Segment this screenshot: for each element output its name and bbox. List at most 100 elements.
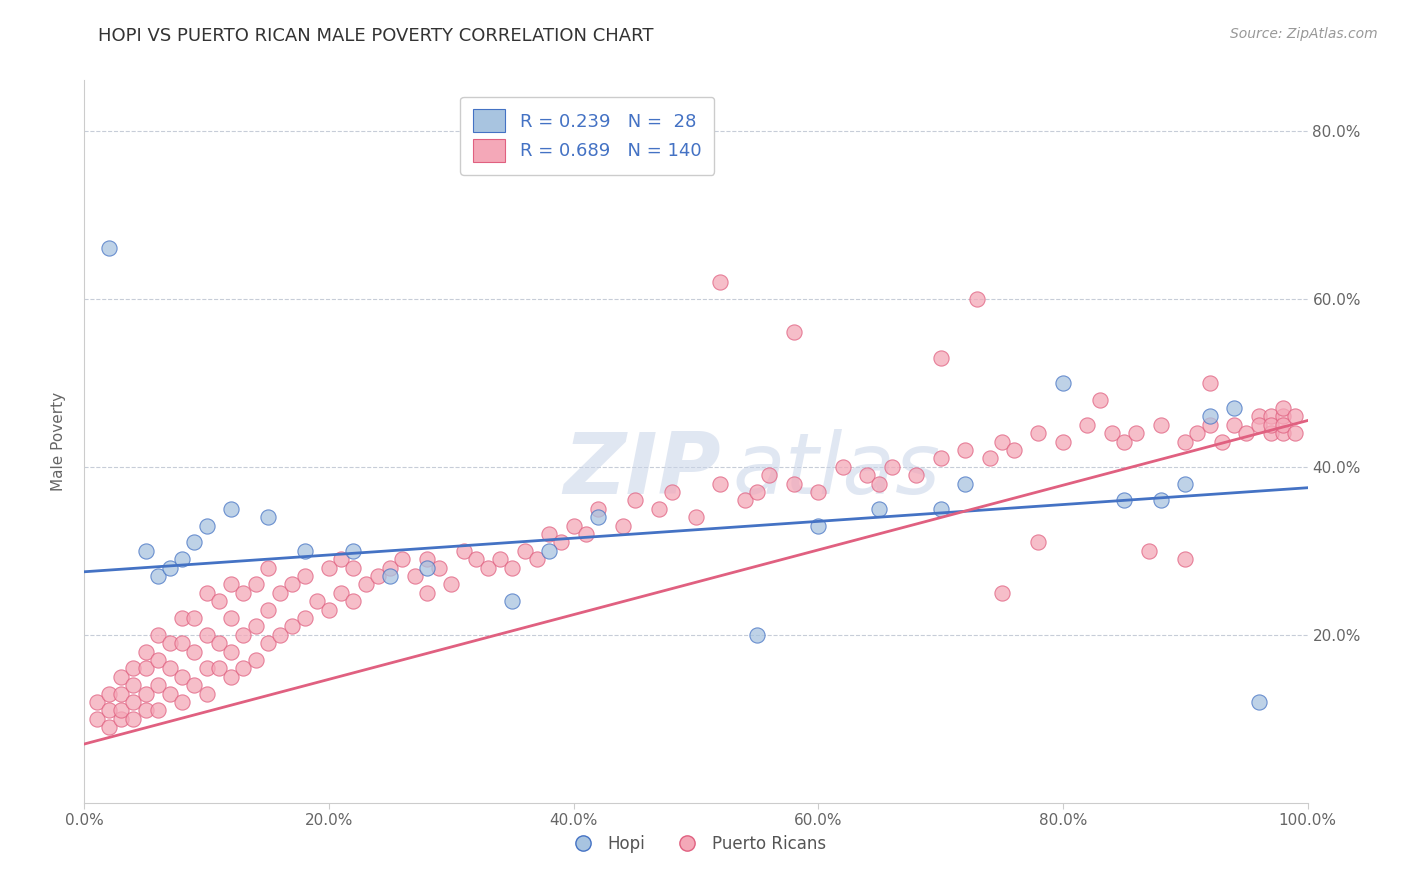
Text: HOPI VS PUERTO RICAN MALE POVERTY CORRELATION CHART: HOPI VS PUERTO RICAN MALE POVERTY CORREL… xyxy=(98,27,654,45)
Point xyxy=(97,687,120,701)
Point xyxy=(1002,442,1025,457)
Point xyxy=(586,501,609,516)
Point xyxy=(416,586,439,600)
Point xyxy=(219,501,242,516)
Point xyxy=(1260,417,1282,432)
Point xyxy=(979,451,1001,466)
Point xyxy=(342,594,364,608)
Point xyxy=(1260,426,1282,441)
Point xyxy=(1114,493,1136,508)
Point xyxy=(831,459,853,474)
Point xyxy=(172,695,194,709)
Point xyxy=(502,560,524,574)
Point xyxy=(183,611,205,625)
Point xyxy=(219,611,242,625)
Point xyxy=(1150,493,1173,508)
Point xyxy=(783,326,806,340)
Point xyxy=(257,560,280,574)
Point xyxy=(294,569,316,583)
Point xyxy=(330,586,353,600)
Point xyxy=(367,569,389,583)
Point xyxy=(1247,695,1270,709)
Point xyxy=(135,703,157,717)
Point xyxy=(1260,409,1282,424)
Point xyxy=(1174,552,1197,566)
Point xyxy=(97,241,120,255)
Point xyxy=(869,476,891,491)
Point xyxy=(905,468,928,483)
Point xyxy=(1028,535,1050,549)
Text: atlas: atlas xyxy=(733,429,941,512)
Legend: Hopi, Puerto Ricans: Hopi, Puerto Ricans xyxy=(560,828,832,860)
Point xyxy=(1272,409,1295,424)
Point xyxy=(1028,426,1050,441)
Point xyxy=(219,644,242,658)
Point xyxy=(586,510,609,524)
Point xyxy=(464,552,486,566)
Point xyxy=(354,577,377,591)
Point xyxy=(758,468,780,483)
Point xyxy=(575,527,598,541)
Point xyxy=(929,451,952,466)
Point xyxy=(97,720,120,734)
Point xyxy=(807,518,830,533)
Point xyxy=(110,687,132,701)
Point xyxy=(110,670,132,684)
Point xyxy=(97,703,120,717)
Point xyxy=(159,661,181,675)
Point xyxy=(380,560,402,574)
Point xyxy=(146,628,169,642)
Point xyxy=(513,543,536,558)
Point xyxy=(195,518,218,533)
Point xyxy=(1223,417,1246,432)
Point xyxy=(318,560,340,574)
Point xyxy=(1198,409,1220,424)
Point xyxy=(135,661,157,675)
Point xyxy=(195,628,218,642)
Point xyxy=(538,527,561,541)
Point xyxy=(159,636,181,650)
Point xyxy=(427,560,450,574)
Point xyxy=(219,577,242,591)
Point xyxy=(966,292,988,306)
Text: Source: ZipAtlas.com: Source: ZipAtlas.com xyxy=(1230,27,1378,41)
Point xyxy=(562,518,585,533)
Point xyxy=(1198,376,1220,390)
Point xyxy=(172,636,194,650)
Point xyxy=(1076,417,1098,432)
Point xyxy=(1101,426,1123,441)
Point xyxy=(183,678,205,692)
Point xyxy=(1114,434,1136,449)
Point xyxy=(245,577,267,591)
Point xyxy=(783,476,806,491)
Point xyxy=(416,552,439,566)
Point xyxy=(1247,417,1270,432)
Point xyxy=(195,586,218,600)
Point xyxy=(1198,417,1220,432)
Point xyxy=(1174,476,1197,491)
Text: ZIP: ZIP xyxy=(562,429,720,512)
Point xyxy=(526,552,548,566)
Point xyxy=(195,687,218,701)
Point xyxy=(146,653,169,667)
Point xyxy=(1236,426,1258,441)
Point xyxy=(281,577,304,591)
Point xyxy=(1137,543,1160,558)
Point xyxy=(380,569,402,583)
Point xyxy=(342,543,364,558)
Point xyxy=(1272,401,1295,415)
Y-axis label: Male Poverty: Male Poverty xyxy=(51,392,66,491)
Point xyxy=(929,501,952,516)
Point xyxy=(416,560,439,574)
Point xyxy=(1125,426,1147,441)
Point xyxy=(232,661,254,675)
Point xyxy=(172,552,194,566)
Point xyxy=(612,518,634,533)
Point xyxy=(232,586,254,600)
Point xyxy=(135,543,157,558)
Point xyxy=(172,611,194,625)
Point xyxy=(1150,417,1173,432)
Point xyxy=(281,619,304,633)
Point xyxy=(391,552,413,566)
Point xyxy=(1247,409,1270,424)
